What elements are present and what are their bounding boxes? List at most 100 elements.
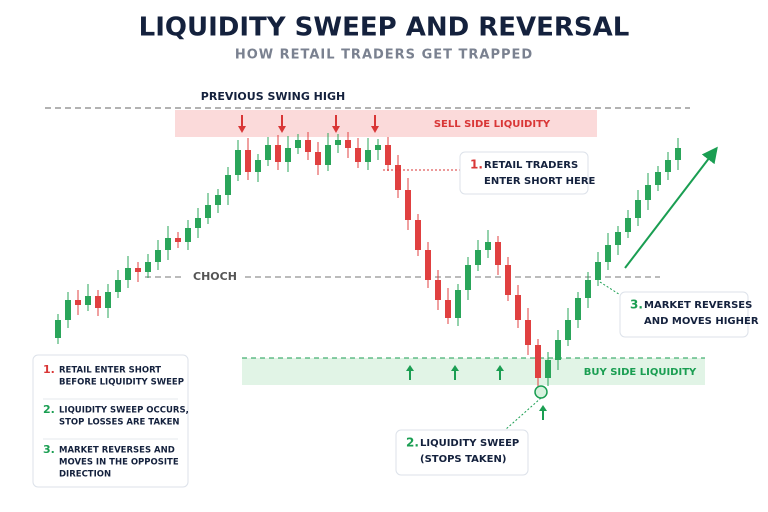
candle-body [175, 238, 181, 242]
candle-body [345, 140, 351, 148]
legend-text: RETAIL ENTER SHORT [59, 366, 161, 376]
sweep-marker [534, 385, 548, 399]
candle-body [185, 228, 191, 242]
callout-box [459, 151, 589, 195]
candle-body [405, 190, 411, 220]
up-arrow-head [451, 365, 459, 371]
candle-body [335, 140, 341, 145]
candle-body [565, 320, 571, 340]
candle-body [575, 298, 581, 320]
buy-side-label: BUY SIDE LIQUIDITY [584, 367, 697, 378]
candle-body [645, 185, 651, 200]
candle-body [325, 145, 331, 165]
candle-body [505, 265, 511, 295]
down-arrow-head [332, 126, 340, 133]
callout-text: MARKET REVERSES [644, 300, 752, 311]
callout-text: LIQUIDITY SWEEP [420, 438, 519, 449]
candle-body [245, 150, 251, 172]
candle-body [305, 140, 311, 152]
candle-body [365, 150, 371, 162]
callout-box [395, 429, 529, 476]
candle-body [205, 205, 211, 218]
candle-body [65, 300, 71, 320]
candle-body [135, 268, 141, 272]
candle-body [355, 148, 361, 162]
legend-text: BEFORE LIQUIDITY SWEEP [59, 378, 184, 388]
candle-body [425, 250, 431, 280]
legend-number: 1. [43, 363, 55, 376]
candle-body [525, 320, 531, 345]
candle-body [295, 140, 301, 148]
sell-side-label: SELL SIDE LIQUIDITY [434, 119, 551, 130]
candles [55, 132, 681, 392]
legend-text: LIQUIDITY SWEEP OCCURS, [59, 406, 189, 416]
up-arrow-head [496, 365, 504, 371]
candle-body [595, 262, 601, 280]
choch-bg [185, 269, 245, 285]
legend-text: MOVES IN THE OPPOSITE [59, 458, 179, 468]
title: LIQUIDITY SWEEP AND REVERSAL [139, 13, 630, 43]
candle-body [55, 320, 61, 338]
candle-body [635, 200, 641, 218]
callout-text: RETAIL TRADERS [484, 160, 578, 171]
buy-side-band [242, 358, 705, 385]
up-arrow-head [539, 405, 547, 411]
candle-body [465, 265, 471, 290]
candle-body [275, 145, 281, 162]
candle-body [75, 300, 81, 305]
candle-body [475, 250, 481, 265]
up-arrow-head [406, 365, 414, 371]
candle-body [195, 218, 201, 228]
reversal-arrow [624, 146, 718, 269]
down-arrow-head [278, 126, 286, 133]
connector [504, 397, 542, 431]
candle-body [395, 165, 401, 190]
legend-number: 3. [43, 443, 55, 456]
candle-body [615, 232, 621, 245]
callout-number: 1. [470, 158, 483, 172]
candle-body [225, 175, 231, 195]
candle-body [415, 220, 421, 250]
callouts: 1. RETAIL TRADERS ENTER SHORT HERE 2. LIQUID… [395, 151, 759, 476]
candle-body [285, 148, 291, 162]
sell-side-band [175, 110, 597, 137]
legend-text: DIRECTION [59, 470, 111, 480]
subtitle: HOW RETAIL TRADERS GET TRAPPED [235, 48, 533, 63]
callout-number: 2. [406, 436, 419, 450]
candle-body [315, 152, 321, 165]
candle-body [165, 238, 171, 250]
callout-number: 3. [630, 298, 643, 312]
legend-text: STOP LOSSES ARE TAKEN [59, 418, 180, 428]
choch-label: CHOCH [193, 270, 237, 283]
candle-body [125, 268, 131, 280]
down-arrow-head [238, 126, 246, 133]
candle-body [455, 290, 461, 318]
candle-body [655, 172, 661, 185]
candle-body [375, 145, 381, 150]
candle-body [555, 340, 561, 360]
candle-body [155, 250, 161, 262]
legend-box [32, 354, 189, 488]
candle-body [675, 148, 681, 160]
candle-body [495, 242, 501, 265]
candle-body [105, 292, 111, 308]
candle-body [145, 262, 151, 272]
candle-body [255, 160, 261, 172]
down-arrow-head [371, 126, 379, 133]
callout-text: AND MOVES HIGHER [644, 316, 759, 327]
candle-body [625, 218, 631, 232]
candle-body [665, 160, 671, 172]
candle-body [235, 150, 241, 175]
legend: 1. RETAIL ENTER SHORT BEFORE LIQUIDITY SWE… [43, 363, 189, 480]
candle-body [445, 300, 451, 318]
candle-body [485, 242, 491, 250]
candle-body [265, 145, 271, 160]
candle-body [605, 245, 611, 262]
candle-body [585, 280, 591, 298]
callout-text: ENTER SHORT HERE [484, 176, 596, 187]
candle-body [515, 295, 521, 320]
legend-text: MARKET REVERSES AND [59, 446, 175, 456]
candle-body [535, 345, 541, 378]
arrows [238, 115, 547, 420]
